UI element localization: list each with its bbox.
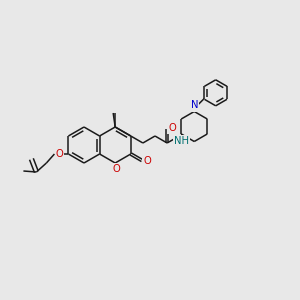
Text: N: N: [190, 100, 198, 110]
Text: O: O: [143, 155, 151, 166]
Text: NH: NH: [174, 136, 189, 146]
Text: O: O: [112, 164, 120, 174]
Text: O: O: [168, 123, 176, 133]
Text: O: O: [56, 149, 63, 159]
